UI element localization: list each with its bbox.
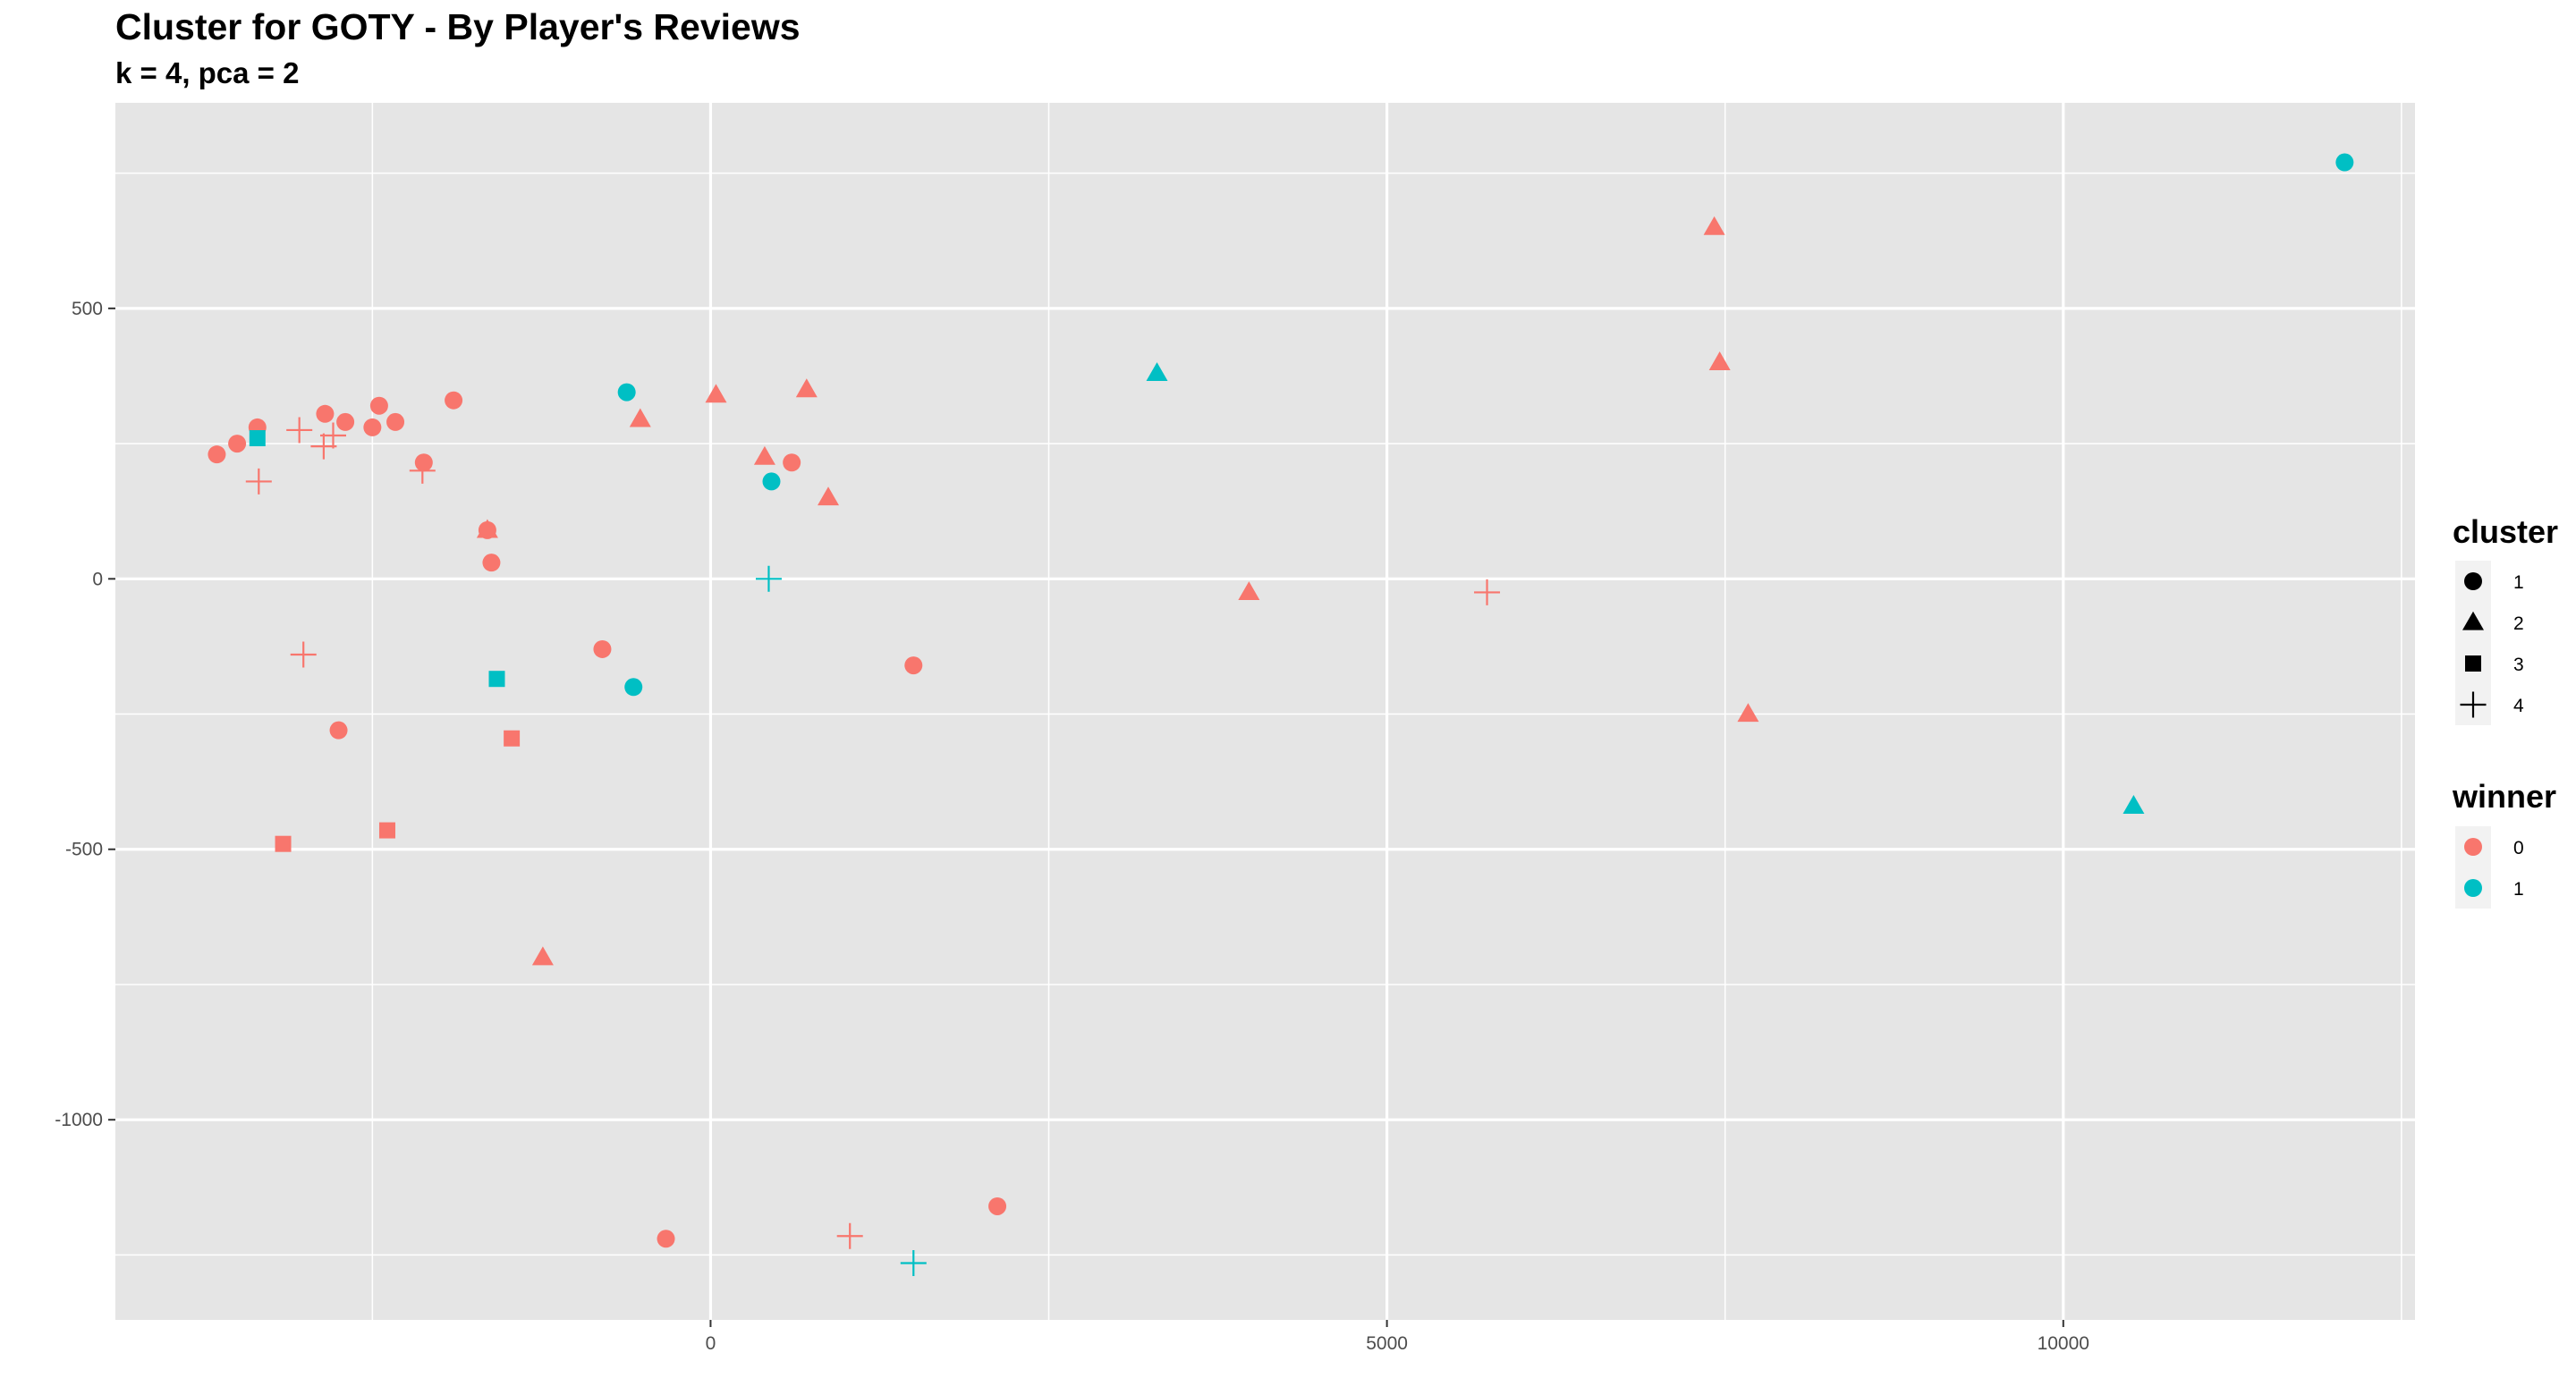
data-point [228,435,247,453]
data-point [629,408,651,427]
data-point [900,1249,927,1276]
data-point [531,946,554,966]
data-point [1737,703,1759,723]
data-point [245,468,272,495]
legend-label: 3 [2513,655,2524,675]
data-point [1238,581,1260,601]
data-point [208,445,226,464]
data-point [705,384,727,403]
legend-winner: winner 0 1 [2452,778,2556,909]
legend-key-triangle [2462,611,2484,630]
major-gridlines [115,103,2415,1320]
data-point [504,730,521,747]
legend-cluster-title: cluster [2453,513,2558,550]
legend-key-circle [2464,838,2482,856]
data-point [593,639,612,658]
legend-label: 4 [2513,696,2524,716]
data-point [290,641,317,668]
legend-key-square [2465,655,2481,672]
y-tick-label: 500 [72,299,103,319]
y-tick-label: -1000 [55,1110,103,1130]
legend-label: 2 [2513,613,2524,634]
data-point [783,453,801,472]
data-point [1708,351,1731,370]
y-axis: 500 0 -500 -1000 [55,299,115,1130]
legend-key-circle [2464,879,2482,897]
chart-title: Cluster for GOTY - By Player's Reviews [115,6,801,47]
data-point [624,678,643,697]
y-tick-label: -500 [65,840,103,860]
data-point [249,430,266,447]
data-point [2123,795,2145,814]
data-point [319,422,346,449]
legend-label: 1 [2513,879,2524,900]
data-point [386,412,405,431]
data-point [369,396,388,415]
data-point [363,418,382,436]
data-point [286,417,313,444]
data-point [818,486,840,506]
data-point [836,1222,863,1249]
data-point [657,1230,675,1248]
data-point [488,671,505,688]
data-point [1146,362,1168,382]
data-point [795,378,818,398]
data-point [414,453,433,472]
data-point [762,472,781,491]
data-point [904,656,923,675]
x-tick-label: 10000 [2038,1333,2089,1354]
data-point [617,383,636,402]
data-point [1474,579,1501,605]
x-tick-label: 5000 [1366,1333,1408,1354]
legend-cluster: cluster 1 2 3 4 [2453,513,2558,725]
y-tick-label: 0 [92,569,103,589]
plot-panel [115,103,2415,1320]
data-point [2335,153,2354,172]
data-point [378,822,395,839]
data-points [208,153,2354,1276]
data-point [409,457,436,484]
data-point [482,554,501,572]
data-point [316,404,335,423]
data-point [336,412,355,431]
data-point [753,445,775,465]
x-axis: 0 5000 10000 [706,1320,2089,1354]
minor-gridlines [115,103,2415,1320]
data-point [476,519,498,538]
data-point [755,565,782,592]
data-point [1703,216,1725,235]
data-point [445,391,463,410]
legend-label: 1 [2513,572,2524,593]
data-point [988,1196,1007,1215]
data-point [275,835,292,852]
legend-key-plus [2460,691,2487,718]
legend-key-circle [2464,572,2482,590]
legend-winner-title: winner [2452,778,2556,815]
legend-label: 0 [2513,838,2524,858]
x-tick-label: 0 [706,1333,716,1354]
chart-subtitle: k = 4, pca = 2 [115,56,299,89]
data-point [329,721,348,740]
